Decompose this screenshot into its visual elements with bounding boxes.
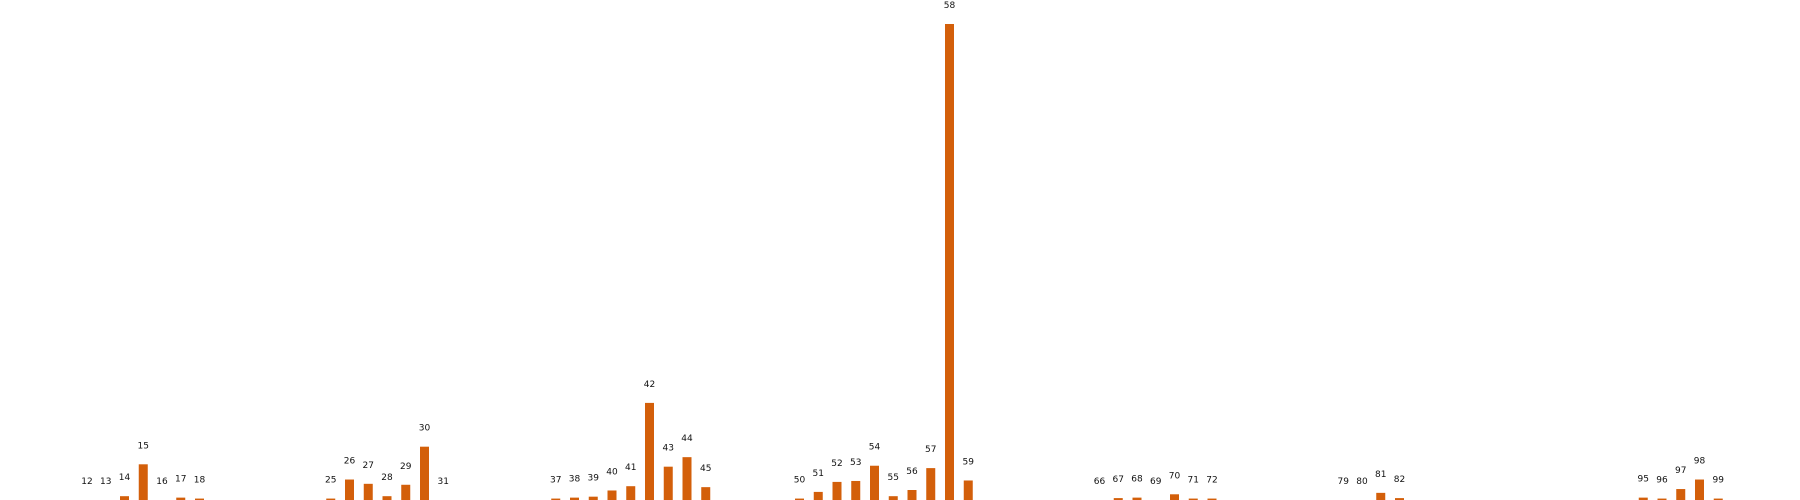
bar-41 [626, 486, 636, 500]
bar-label-25: 25 [325, 476, 336, 486]
bar-56 [907, 490, 917, 500]
bar-42 [645, 402, 654, 500]
bar-label-57: 57 [925, 445, 936, 455]
bar-27 [363, 483, 373, 500]
bar-71 [1188, 498, 1198, 500]
bar-label-97: 97 [1675, 466, 1686, 476]
bar-57 [926, 468, 936, 500]
bar-72 [1207, 498, 1217, 500]
bar-52 [832, 481, 842, 500]
bar-label-42: 42 [644, 380, 655, 390]
bar-label-72: 72 [1206, 476, 1217, 486]
bar-18 [195, 498, 204, 500]
bar-54 [870, 465, 879, 500]
bar-67 [1113, 498, 1123, 500]
bar-68 [1132, 497, 1142, 500]
bar-label-70: 70 [1169, 471, 1181, 481]
bar-59 [963, 480, 973, 500]
bar-label-80: 80 [1356, 477, 1368, 487]
bar-label-31: 31 [438, 477, 449, 487]
bar-label-81: 81 [1375, 470, 1386, 480]
bar-label-43: 43 [663, 444, 674, 454]
bar-label-66: 66 [1094, 477, 1106, 487]
bar-38 [570, 497, 579, 500]
bar-label-59: 59 [963, 457, 975, 467]
bar-label-14: 14 [119, 473, 131, 483]
bar-label-95: 95 [1638, 475, 1649, 485]
bar-label-79: 79 [1338, 477, 1350, 487]
bar-81 [1376, 492, 1386, 500]
bar-label-54: 54 [869, 443, 881, 453]
bar-25 [326, 498, 336, 500]
bar-label-27: 27 [363, 461, 374, 471]
bar-58 [945, 24, 954, 500]
bar-label-99: 99 [1713, 476, 1725, 486]
bar-label-53: 53 [850, 458, 861, 468]
bar-30 [420, 446, 429, 500]
bar-39 [588, 496, 598, 500]
bar-label-26: 26 [344, 457, 356, 467]
bar-labels-group: 12 13 14 15 16 17 18 25 26 27 28 29 30 31 37 38 39 40 41 42… [81, 1, 1724, 487]
bar-label-30: 30 [419, 424, 431, 434]
bar-label-45: 45 [700, 464, 711, 474]
bar-99 [1713, 498, 1723, 500]
bar-53 [851, 480, 861, 500]
bar-label-28: 28 [381, 473, 393, 483]
bar-label-69: 69 [1150, 477, 1162, 487]
bar-label-68: 68 [1131, 475, 1143, 485]
bar-label-55: 55 [888, 473, 899, 483]
bar-label-96: 96 [1656, 476, 1668, 486]
bar-label-67: 67 [1113, 475, 1124, 485]
bar-label-29: 29 [400, 462, 412, 472]
bar-label-13: 13 [100, 477, 111, 487]
bar-label-12: 12 [81, 477, 92, 487]
bar-label-82: 82 [1394, 475, 1405, 485]
bar-98 [1695, 479, 1704, 500]
bar-label-37: 37 [550, 476, 561, 486]
bar-label-44: 44 [681, 434, 693, 444]
bar-label-16: 16 [156, 477, 168, 487]
bar-96 [1657, 498, 1667, 500]
bar-40 [607, 490, 617, 500]
bar-43 [663, 466, 673, 500]
bar-97 [1676, 489, 1686, 500]
bar-label-17: 17 [175, 475, 186, 485]
bar-26 [345, 479, 354, 500]
bar-label-18: 18 [194, 476, 206, 486]
bar-label-71: 71 [1188, 476, 1199, 486]
bar-95 [1638, 497, 1648, 500]
bar-28 [382, 496, 392, 500]
bar-label-52: 52 [831, 459, 842, 469]
bar-label-15: 15 [138, 441, 149, 451]
bar-44 [682, 457, 692, 500]
bar-label-98: 98 [1694, 457, 1706, 467]
bar-51 [813, 491, 823, 500]
bar-label-38: 38 [569, 475, 581, 485]
bar-50 [795, 498, 804, 500]
bar-82 [1395, 498, 1404, 500]
bar-37 [551, 498, 561, 500]
bars-group [120, 24, 1723, 500]
bar-70 [1170, 494, 1179, 500]
bar-label-56: 56 [906, 467, 918, 477]
bar-45 [701, 487, 711, 500]
bar-label-41: 41 [625, 463, 636, 473]
bar-label-50: 50 [794, 476, 806, 486]
bar-55 [888, 496, 898, 500]
bar-label-58: 58 [944, 1, 956, 11]
bar-label-39: 39 [588, 474, 600, 484]
bar-14 [120, 496, 129, 500]
bar-label-40: 40 [606, 467, 618, 477]
bar-15 [138, 464, 148, 500]
bar-17 [176, 497, 186, 500]
bar-label-51: 51 [813, 469, 824, 479]
bar-29 [401, 484, 411, 500]
